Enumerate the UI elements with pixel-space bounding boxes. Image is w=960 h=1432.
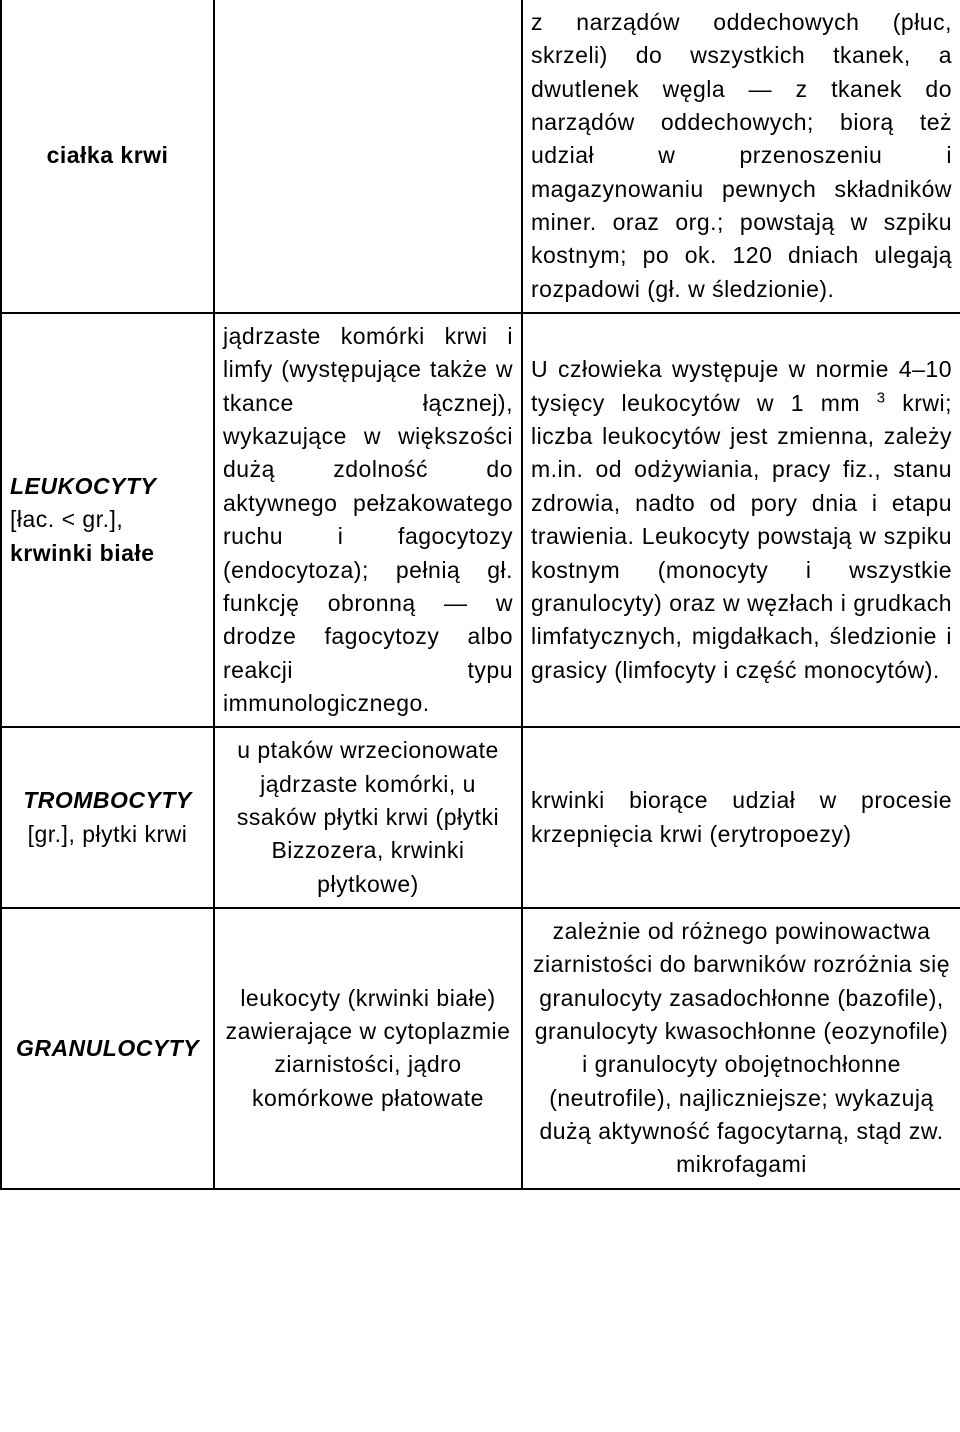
details-cell: U człowieka występuje w normie 4–10 tysi… xyxy=(522,313,960,727)
details-cell: z narządów oddechowych (płuc, skrzeli) d… xyxy=(522,0,960,313)
superscript: 3 xyxy=(877,389,886,406)
term-italic-bold: GRANULOCYTY xyxy=(16,1035,199,1061)
term-etymology: [łac. < gr.], xyxy=(10,506,123,532)
table-row: LEUKOCYTY [łac. < gr.], krwinki białe ją… xyxy=(1,313,960,727)
term-etymology: [gr.], xyxy=(28,821,83,847)
term-italic-bold: TROMBOCYTY xyxy=(23,787,192,813)
definition-cell: jądrzaste komórki krwi i limfy (występuj… xyxy=(214,313,522,727)
term-plain: płytki krwi xyxy=(82,821,187,847)
details-post: krwi; liczba leukocytów jest zmienna, za… xyxy=(531,390,952,683)
definition-cell: u ptaków wrzecionowate jądrzaste komórki… xyxy=(214,727,522,908)
details-cell: zależnie od różnego powinowactwa ziarnis… xyxy=(522,908,960,1189)
term-bold: krwinki białe xyxy=(10,540,155,566)
term-italic-bold: LEUKOCYTY xyxy=(10,473,156,499)
table-row: GRANULOCYTY leukocyty (krwinki białe) za… xyxy=(1,908,960,1189)
term-cell: LEUKOCYTY [łac. < gr.], krwinki białe xyxy=(1,313,214,727)
details-cell: krwinki biorące udział w procesie krzepn… xyxy=(522,727,960,908)
definition-cell xyxy=(214,0,522,313)
term-cell: ciałka krwi xyxy=(1,0,214,313)
term-bold: ciałka krwi xyxy=(47,142,169,168)
term-cell: TROMBOCYTY [gr.], płytki krwi xyxy=(1,727,214,908)
table-row: ciałka krwi z narządów oddechowych (płuc… xyxy=(1,0,960,313)
table-row: TROMBOCYTY [gr.], płytki krwi u ptaków w… xyxy=(1,727,960,908)
definition-cell: leukocyty (krwinki białe) zawierające w … xyxy=(214,908,522,1189)
term-cell: GRANULOCYTY xyxy=(1,908,214,1189)
blood-cells-table: ciałka krwi z narządów oddechowych (płuc… xyxy=(0,0,960,1190)
